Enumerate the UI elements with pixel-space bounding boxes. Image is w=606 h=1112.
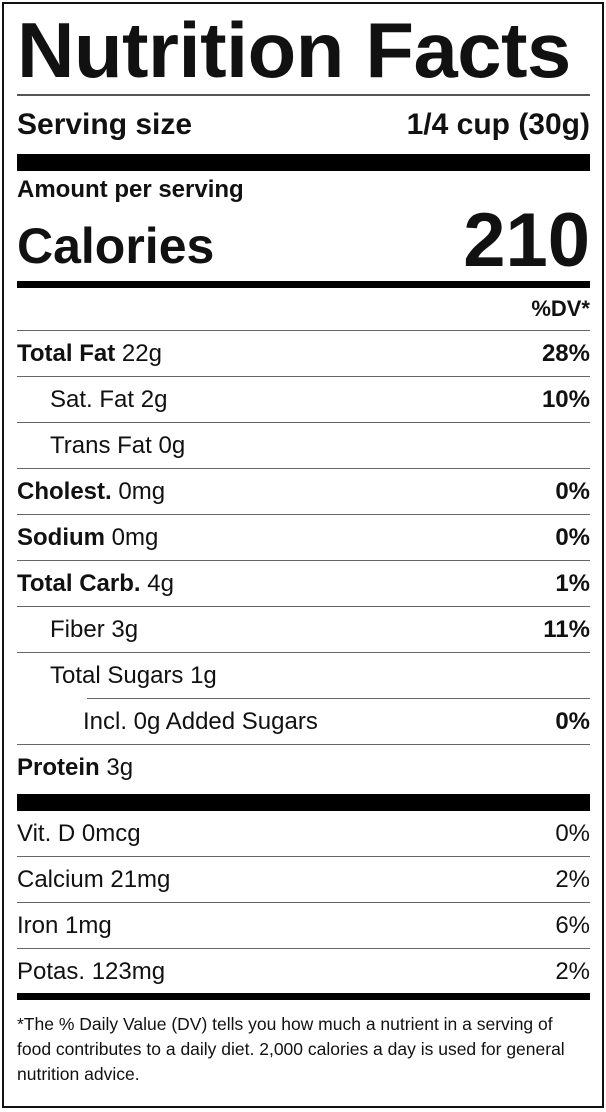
vitamin-row: Iron 1mg 6% — [17, 903, 590, 949]
nutrient-label: Trans Fat 0g — [17, 432, 185, 460]
divider — [17, 94, 590, 96]
nutrient-label: Total Fat 22g — [17, 340, 162, 368]
nutrient-name: Fiber — [50, 615, 105, 643]
nutrient-name: Sodium — [17, 523, 105, 551]
vitamin-name: Potas. 123mg — [17, 957, 166, 985]
nutrient-row: Incl. 0g Added Sugars 0% — [17, 699, 590, 745]
nutrient-name: Cholest. — [17, 477, 112, 505]
vitamin-row: Vit. D 0mcg 0% — [17, 811, 590, 857]
nutrient-amount: 3g — [106, 753, 134, 781]
nutrient-label: Sat. Fat 2g — [17, 386, 167, 414]
nutrient-dv: 28% — [541, 339, 590, 367]
nutrient-name: Total Carb. — [17, 569, 141, 597]
nutrient-name: Total Fat — [17, 339, 116, 367]
medium-divider — [17, 281, 590, 288]
amount-per-serving: Amount per serving — [17, 176, 244, 203]
nutrient-row: Total Carb. 4g 1% — [17, 561, 590, 607]
nutrient-amount: 22g — [121, 339, 162, 367]
nutrient-name: Protein — [17, 753, 100, 781]
medium-divider — [17, 993, 590, 1000]
nutrient-label: Cholest. 0mg — [17, 478, 165, 506]
nutrient-dv: 0% — [555, 523, 590, 551]
nutrient-amount: 0mg — [118, 477, 166, 505]
label-title: Nutrition Facts — [17, 6, 571, 94]
nutrient-row: Fiber 3g 11% — [17, 607, 590, 653]
serving-size-row: Serving size 1/4 cup (30g) — [17, 96, 590, 154]
nutrient-dv: 11% — [543, 615, 590, 643]
vitamin-name: Iron 1mg — [17, 911, 112, 939]
calories-label: Calories — [17, 218, 215, 274]
nutrient-row: Trans Fat 0g — [17, 423, 590, 469]
calories-value: 210 — [463, 198, 590, 283]
nutrient-row: Cholest. 0mg 0% — [17, 469, 590, 515]
vitamin-list: Vit. D 0mcg 0% Calcium 21mg 2% Iron 1mg 6% Pot… — [17, 811, 590, 994]
nutrient-dv: 1% — [555, 569, 590, 597]
vitamin-dv: 6% — [555, 911, 590, 939]
vitamin-name: Vit. D 0mcg — [17, 819, 141, 847]
nutrient-name: Total Sugars — [50, 661, 184, 689]
nutrient-amount: 0g — [158, 431, 186, 459]
nutrient-dv: 10% — [541, 385, 590, 413]
thick-divider — [17, 154, 590, 171]
dv-header: %DV* — [17, 288, 590, 331]
nutrient-dv: 0% — [555, 707, 590, 735]
nutrient-label: Fiber 3g — [17, 616, 138, 644]
nutrient-label: Sodium 0mg — [17, 524, 158, 552]
nutrient-row: Sat. Fat 2g 10% — [17, 377, 590, 423]
vitamin-row: Calcium 21mg 2% — [17, 857, 590, 903]
dv-header-label: %DV* — [531, 296, 590, 321]
nutrient-amount: 3g — [111, 615, 139, 643]
nutrient-dv: 0% — [555, 477, 590, 505]
vitamin-dv: 2% — [555, 957, 590, 985]
nutrient-name: Trans Fat — [50, 431, 152, 459]
label-content: Nutrition Facts Serving size 1/4 cup (30… — [17, 4, 590, 1087]
vitamin-dv: 0% — [555, 819, 590, 847]
nutrient-label: Incl. 0g Added Sugars — [17, 708, 318, 736]
nutrient-row: Sodium 0mg 0% — [17, 515, 590, 561]
nutrient-list: Total Fat 22g 28% Sat. Fat 2g 10% Trans Fat … — [17, 331, 590, 790]
nutrient-amount: 1g — [190, 661, 217, 689]
thick-divider — [17, 794, 590, 811]
nutrient-amount: 0mg — [111, 523, 159, 551]
nutrient-label: Total Carb. 4g — [17, 570, 174, 598]
nutrient-label: Protein 3g — [17, 754, 133, 782]
nutrient-name: Sat. Fat — [50, 385, 135, 413]
nutrient-row: Total Sugars 1g — [17, 653, 590, 698]
nutrient-label: Total Sugars 1g — [17, 662, 217, 690]
footnote: *The % Daily Value (DV) tells you how mu… — [17, 1014, 565, 1084]
nutrient-name: Incl. 0g Added Sugars — [83, 707, 318, 735]
serving-size-label: Serving size — [17, 108, 193, 141]
vitamin-row: Potas. 123mg 2% — [17, 949, 590, 994]
vitamin-name: Calcium 21mg — [17, 865, 171, 893]
nutrient-row: Total Fat 22g 28% — [17, 331, 590, 377]
serving-size-value: 1/4 cup (30g) — [406, 108, 590, 141]
divider — [87, 698, 590, 699]
nutrient-amount: 2g — [140, 385, 168, 413]
nutrient-row: Protein 3g — [17, 745, 590, 790]
calories-row: Calories 210 — [17, 203, 590, 279]
nutrient-amount: 4g — [147, 569, 174, 597]
vitamin-dv: 2% — [555, 865, 590, 893]
